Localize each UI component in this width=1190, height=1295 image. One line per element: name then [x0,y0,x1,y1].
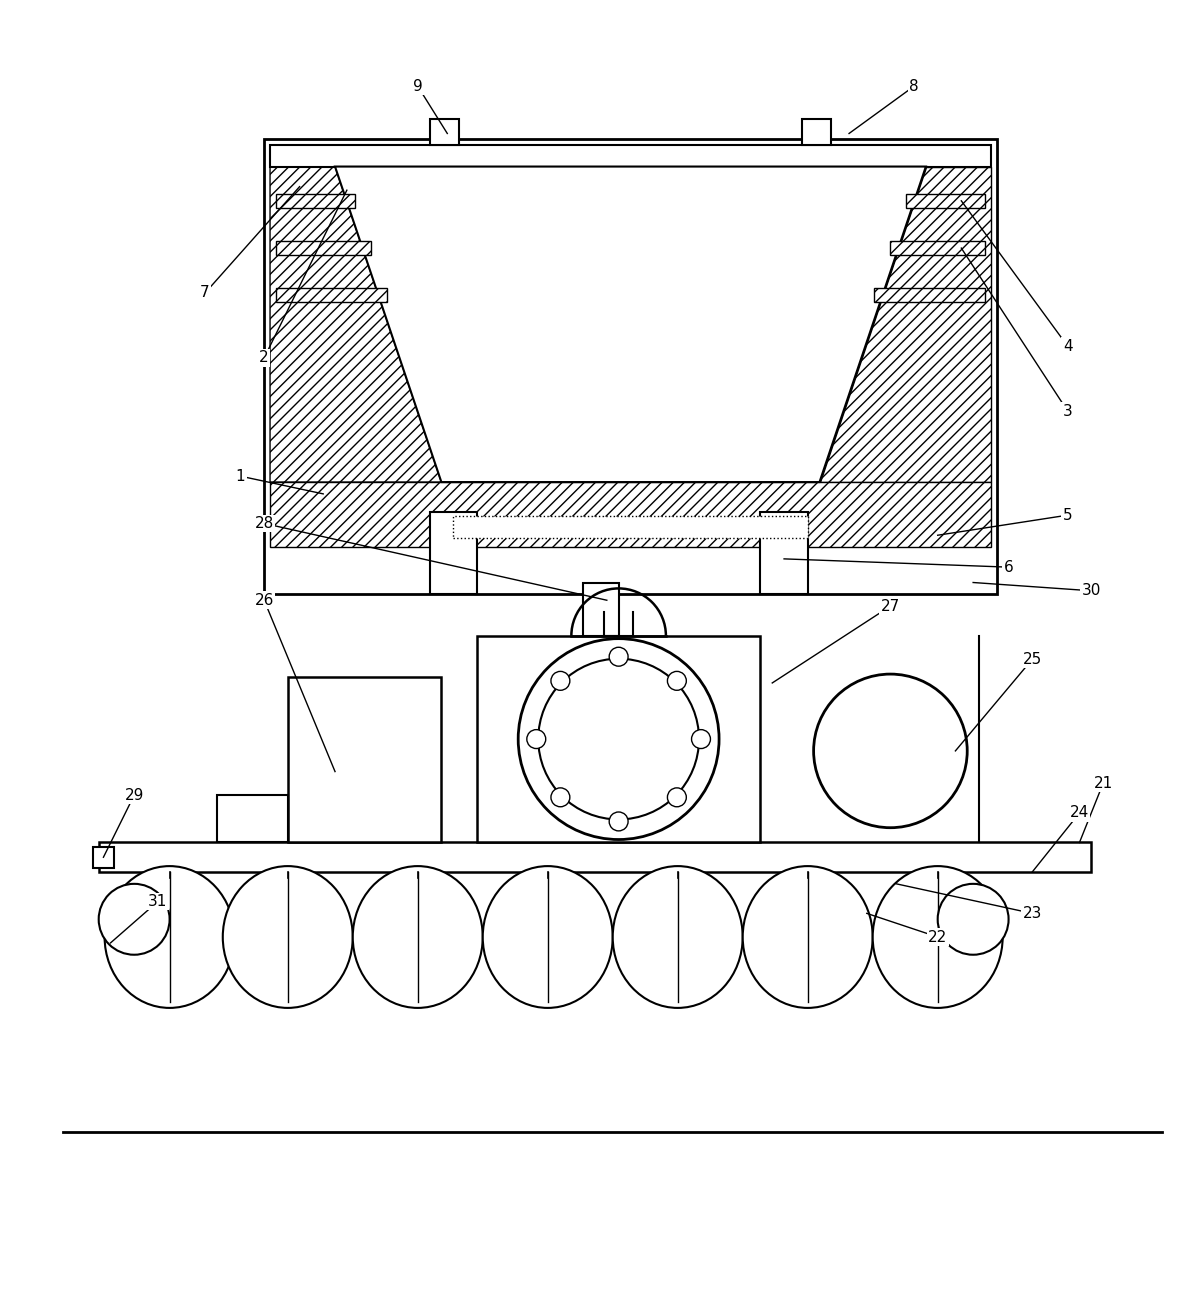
Text: 7: 7 [200,285,209,300]
Text: 24: 24 [1070,805,1089,821]
Circle shape [938,883,1009,954]
FancyBboxPatch shape [93,847,114,868]
Text: 27: 27 [881,598,900,614]
Circle shape [609,648,628,666]
FancyBboxPatch shape [583,583,619,636]
Circle shape [668,671,687,690]
FancyBboxPatch shape [264,140,997,594]
Text: 9: 9 [413,79,422,93]
Ellipse shape [352,866,483,1008]
Circle shape [668,787,687,807]
FancyBboxPatch shape [276,194,355,208]
Text: 1: 1 [236,469,245,483]
FancyBboxPatch shape [276,241,371,255]
FancyBboxPatch shape [270,482,991,546]
Text: 4: 4 [1063,339,1072,354]
Bar [430,119,459,145]
Circle shape [691,729,710,749]
Polygon shape [820,167,991,482]
Ellipse shape [223,866,352,1008]
Polygon shape [270,167,441,482]
Circle shape [99,883,170,954]
Bar [802,119,832,145]
Text: 22: 22 [928,930,947,944]
Circle shape [527,729,546,749]
Ellipse shape [613,866,743,1008]
Text: 31: 31 [148,894,168,909]
Text: 8: 8 [909,79,919,93]
Polygon shape [336,167,926,482]
Bar [453,517,808,537]
Ellipse shape [105,866,234,1008]
Text: 3: 3 [1063,404,1072,418]
Text: 28: 28 [255,515,274,531]
FancyBboxPatch shape [270,145,991,167]
Ellipse shape [483,866,613,1008]
Text: 2: 2 [259,351,269,365]
Text: 23: 23 [1022,906,1042,921]
FancyBboxPatch shape [477,636,760,843]
Text: 30: 30 [1082,583,1101,598]
FancyBboxPatch shape [906,194,985,208]
Text: 26: 26 [255,593,274,607]
Circle shape [609,812,628,831]
Text: 29: 29 [125,787,144,803]
Circle shape [551,787,570,807]
FancyBboxPatch shape [99,843,1091,872]
Circle shape [551,671,570,690]
Circle shape [518,638,719,839]
Text: 25: 25 [1022,651,1041,667]
Ellipse shape [872,866,1003,1008]
FancyBboxPatch shape [760,512,808,594]
Text: 5: 5 [1063,508,1072,523]
Ellipse shape [743,866,872,1008]
Circle shape [538,659,699,820]
Text: 6: 6 [1003,559,1014,575]
FancyBboxPatch shape [217,795,288,843]
FancyBboxPatch shape [890,241,985,255]
Text: 21: 21 [1094,776,1113,791]
Circle shape [814,675,967,828]
FancyBboxPatch shape [430,512,477,594]
FancyBboxPatch shape [276,289,387,303]
FancyBboxPatch shape [288,677,441,843]
FancyBboxPatch shape [875,289,985,303]
